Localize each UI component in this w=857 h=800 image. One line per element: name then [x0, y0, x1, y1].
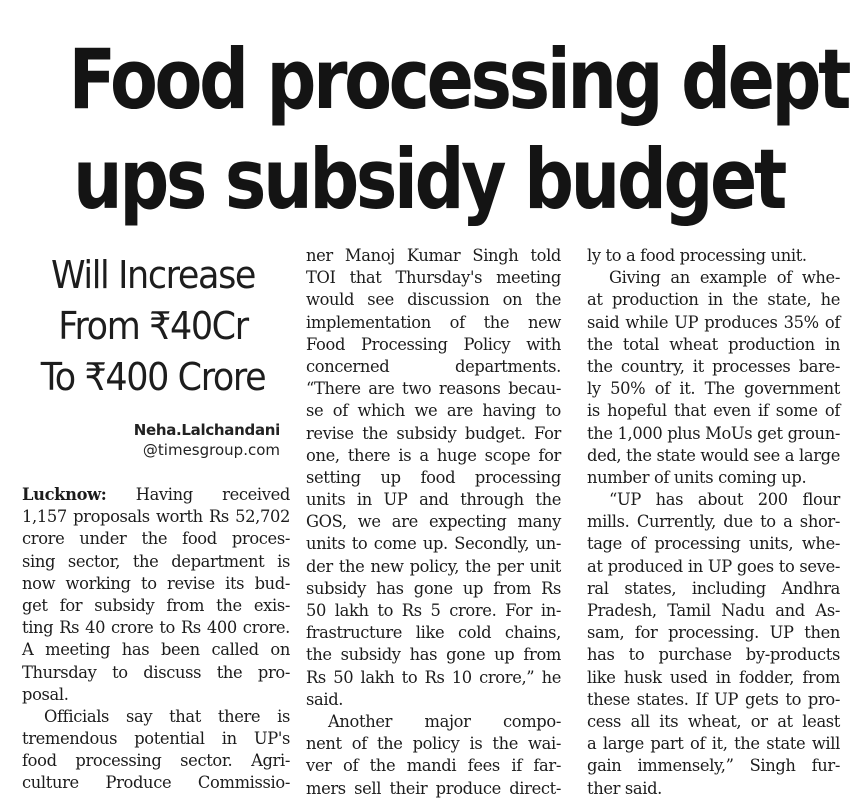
text-line: sam, for processing. UP then — [587, 623, 840, 643]
text-line: nent of the policy is the wai- — [306, 734, 561, 754]
text-line: is hopeful that even if some of — [587, 401, 840, 421]
subheadline: Will Increase From ₹40Cr To ₹400 Crore — [18, 250, 288, 403]
article-column-1: Lucknow: Having received 1,157 proposals… — [22, 484, 290, 795]
subheadline-line-3: To ₹400 Crore — [40, 355, 267, 399]
text-line: 50 lakh to Rs 5 crore. For in- — [306, 601, 561, 620]
subheadline-line-1: Will Increase — [50, 253, 256, 297]
byline: Neha.Lalchandani @timesgroup.com — [40, 420, 281, 460]
text-line: revise the subsidy budget. For — [306, 423, 561, 443]
article-column-2: ner Manoj Kumar Singh told TOI that Thur… — [306, 245, 561, 800]
text-line: Rs 50 lakh to Rs 10 crore,” he — [306, 667, 561, 687]
text-line: setting up food processing — [306, 467, 561, 487]
subheadline-line-2: From ₹40Cr — [58, 304, 249, 348]
text-line: cess all its wheat, or at least — [587, 711, 840, 731]
text-line: the total wheat production in — [587, 334, 840, 354]
text-line: ral states, including Andhra — [587, 578, 840, 598]
text-line: mills. Currently, due to a shor- — [587, 512, 840, 532]
text-line: subsidy has gone up from Rs — [306, 578, 561, 598]
text-line: implementation of the new — [306, 312, 561, 332]
text-line: 1,157 proposals worth Rs 52,702 — [22, 507, 290, 527]
text-line: crore under the food proces- — [22, 529, 290, 549]
text-line: like husk used in fodder, from — [587, 667, 840, 687]
text-line: Pradesh, Tamil Nadu and As- — [587, 601, 840, 620]
text-line: a large part of it, the state will — [587, 734, 840, 754]
headline: Food processing dept ups subsidy budget — [68, 30, 852, 230]
text-line: the 1,000 plus MoUs get groun- — [587, 423, 840, 443]
text-line: would see discussion on the — [306, 290, 561, 310]
text-line: ly 50% of it. The government — [587, 379, 840, 399]
headline-line-1: Food processing dept — [68, 31, 852, 128]
headline-line-2: ups subsidy budget — [73, 131, 787, 228]
text-line: mers sell their produce direct- — [306, 778, 561, 798]
text-line: said. — [306, 689, 344, 709]
text-line: Food Processing Policy with — [306, 334, 561, 354]
text-line: these states. If UP gets to pro- — [587, 689, 840, 709]
text-line: GOS, we are expecting many — [306, 512, 561, 532]
text-line: at produced in UP goes to seve- — [587, 556, 840, 576]
text-line: said while UP produces 35% of — [587, 312, 840, 332]
text-line: se of which we are having to — [306, 401, 561, 421]
text-line: TOI that Thursday's meeting — [306, 268, 561, 288]
text-line: at production in the state, he — [587, 290, 840, 310]
text-line: ver of the mandi fees if far- — [306, 756, 561, 776]
text-line: number of units coming up. — [587, 467, 807, 487]
text-line: posal. — [22, 684, 69, 704]
text-line: units in UP and through the — [306, 490, 561, 510]
text-line: A meeting has been called on — [22, 640, 290, 660]
text-line: Giving an example of whe- — [609, 268, 840, 288]
text-line: ly to a food processing unit. — [587, 246, 807, 265]
text-line: ther said. — [587, 778, 662, 798]
text-line: units to come up. Secondly, un- — [306, 534, 561, 554]
text-line: “UP has about 200 flour — [609, 490, 840, 510]
text-line: Thursday to discuss the pro- — [22, 662, 290, 682]
text-line: the subsidy has gone up from — [306, 645, 561, 665]
text-line: Another major compo- — [328, 711, 561, 731]
byline-name: Neha.Lalchandani — [133, 421, 281, 439]
text-line: tremendous potential in UP's — [22, 729, 290, 749]
text-line: Officials say that there is — [44, 706, 290, 726]
text-line: one, there is a huge scope for — [306, 445, 561, 465]
text-line: ded, the state would see a large — [587, 445, 840, 465]
text-line: ting Rs 40 crore to Rs 400 crore. — [22, 618, 290, 638]
text-line: sing sector, the department is — [22, 551, 290, 571]
text-line: frastructure like cold chains, — [306, 623, 561, 643]
text-line: concerned departments. — [306, 356, 561, 376]
text-line: food processing sector. Agri- — [22, 751, 290, 771]
text-line: tage of processing units, whe- — [587, 534, 840, 554]
article-column-3: ly to a food processing unit. Giving an … — [587, 245, 840, 800]
dateline: Lucknow: — [22, 485, 107, 504]
text-line: “There are two reasons becau- — [306, 379, 561, 399]
text-line: der the new policy, the per unit — [306, 556, 561, 576]
byline-handle: @timesgroup.com — [142, 441, 280, 459]
text-line: Having received — [106, 485, 291, 504]
text-line: gain immensely,” Singh fur- — [587, 756, 840, 776]
text-line: get for subsidy from the exis- — [22, 595, 290, 615]
text-line: ner Manoj Kumar Singh told — [306, 246, 561, 265]
text-line: culture Produce Commissio- — [22, 773, 290, 793]
text-line: now working to revise its bud- — [22, 573, 290, 593]
text-line: has to purchase by-products — [587, 645, 840, 665]
text-line: the country, it processes bare- — [587, 356, 840, 376]
